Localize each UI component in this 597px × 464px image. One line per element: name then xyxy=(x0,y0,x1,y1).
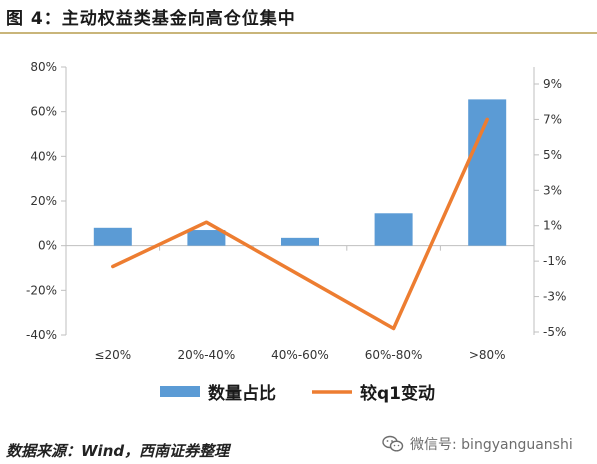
right-axis-tick-label: -3% xyxy=(543,290,566,304)
bar xyxy=(374,213,413,246)
bar xyxy=(281,237,319,246)
right-axis-tick-label: 5% xyxy=(543,148,562,162)
left-axis-tick-label: 20% xyxy=(30,194,57,208)
line-series xyxy=(111,117,489,331)
right-axis-tick-label: 7% xyxy=(543,112,562,126)
right-axis-tick-label: 1% xyxy=(543,219,562,233)
chart: -40% -20% 0% 20% 40% 60% 80% -5% -3% -1% 1% 3% 5% 7% 9… xyxy=(26,60,566,404)
page-title: 图 4：主动权益类基金向高仓位集中 xyxy=(6,9,296,29)
wechat-icon xyxy=(382,435,404,452)
right-axis-tick-label: -5% xyxy=(543,325,566,339)
right-axis-tick-label: 9% xyxy=(543,77,562,91)
x-axis-tick-label: 20%-40% xyxy=(178,348,236,362)
left-axis-tick-label: -20% xyxy=(26,283,57,297)
x-axis-tick-label: 40%-60% xyxy=(271,348,329,362)
bar xyxy=(93,227,132,246)
title-divider xyxy=(0,32,597,34)
left-axis-tick-label: -40% xyxy=(26,328,57,342)
left-axis-tick-label: 0% xyxy=(38,239,57,253)
legend-label: 数量占比 xyxy=(208,383,276,404)
bar xyxy=(187,230,226,246)
left-axis-tick-label: 40% xyxy=(30,149,57,163)
watermark: 微信号: bingyanguanshi xyxy=(382,434,573,454)
left-axis-tick-label: 80% xyxy=(30,60,57,74)
legend-swatch-bar xyxy=(160,386,200,397)
right-axis-tick-label: 3% xyxy=(543,183,562,197)
data-source: 数据来源：Wind，西南证券整理 xyxy=(6,442,230,460)
x-axis-tick-label: 60%-80% xyxy=(365,348,423,362)
x-axis-tick-label: ≤20% xyxy=(94,348,131,362)
legend-label: 较q1变动 xyxy=(360,383,435,404)
watermark-text: 微信号: bingyanguanshi xyxy=(410,437,573,453)
right-axis-tick-label: -1% xyxy=(543,254,566,268)
bar xyxy=(468,99,507,246)
x-axis-tick-label: >80% xyxy=(469,348,506,362)
left-axis-tick-label: 60% xyxy=(30,105,57,119)
